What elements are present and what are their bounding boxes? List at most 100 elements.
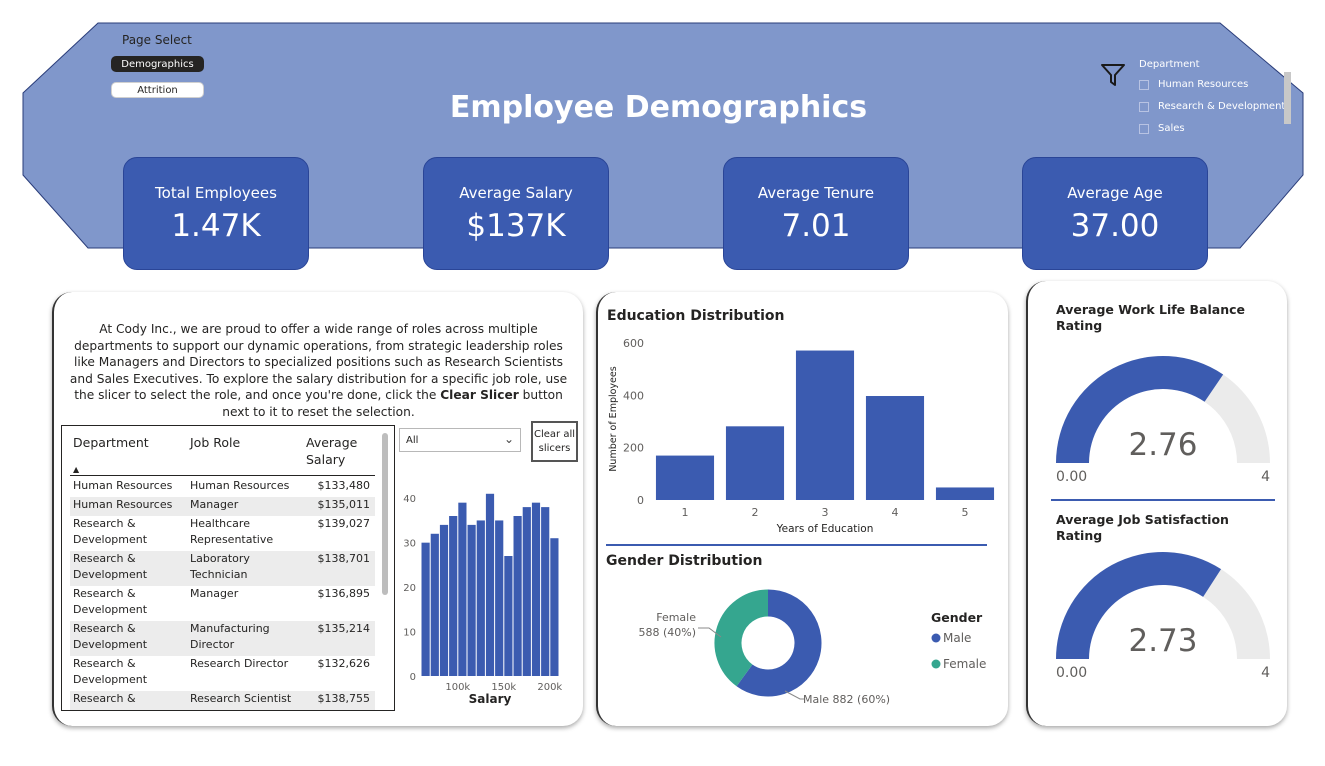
job-satisfaction-gauge: 2.73 0.00 4 [1056, 552, 1270, 681]
histogram-bar [476, 520, 485, 676]
x-axis-label: Years of Education [776, 523, 874, 535]
salary-table: Department Job Role Average Salary ▲ Hum… [61, 425, 395, 711]
filter-icon[interactable] [1100, 63, 1126, 87]
department-option-hr[interactable]: Human Resources [1139, 79, 1248, 90]
histogram-bar [467, 524, 476, 676]
department-option-sales[interactable]: Sales [1139, 123, 1185, 134]
legend-item-male: Male [943, 631, 971, 645]
donut-slice-female [714, 589, 769, 687]
nav-demographics-button[interactable]: Demographics [111, 56, 204, 72]
x-axis-label: Salary [469, 692, 512, 706]
chevron-down-icon[interactable]: ⌄ [1274, 56, 1284, 69]
kpi-average-tenure: Average Tenure 7.01 [723, 157, 909, 270]
education-bar [655, 455, 715, 500]
slice-label-female-name: Female [656, 611, 696, 624]
histogram-bar [513, 516, 522, 676]
histogram-bar [439, 524, 449, 676]
gauge-value: 2.76 [1128, 427, 1197, 463]
education-bar [935, 487, 995, 500]
gauge-min-label: 0.00 [1056, 665, 1087, 681]
header-average-salary[interactable]: Average Salary [306, 435, 358, 467]
education-bar [725, 426, 785, 500]
legend-marker [931, 659, 941, 669]
nav-attrition-button[interactable]: Attrition [111, 82, 204, 98]
leader-line [784, 690, 804, 700]
sort-ascending-icon[interactable]: ▲ [73, 465, 80, 474]
table-row[interactable]: Research & Development Manager $136,895 [73, 587, 370, 616]
gender-chart-title: Gender Distribution [606, 553, 763, 569]
legend-item-female: Female [943, 657, 986, 671]
legend-marker [931, 633, 941, 643]
x-tick-label: 150k [491, 682, 516, 693]
y-tick-label: 400 [623, 389, 644, 402]
y-tick-label: 40 [403, 494, 416, 505]
kpi-average-salary: Average Salary $137K [423, 157, 609, 270]
work-life-balance-gauge: 2.76 0.00 4 [1056, 356, 1270, 485]
x-tick-label: 200k [537, 682, 562, 693]
clear-all-slicers-button[interactable]: Clear all slicers [531, 421, 578, 462]
table-row[interactable]: Research & Development Research Director $… [73, 657, 370, 686]
kpi-average-age: Average Age 37.00 [1022, 157, 1208, 270]
y-tick-label: 200 [623, 442, 644, 455]
page-select-label: Page Select [122, 33, 192, 47]
y-tick-label: 30 [403, 539, 416, 550]
gauge-title-job-satisfaction: Average Job Satisfaction Rating [1056, 512, 1229, 543]
table-row[interactable]: Research & Development Healthcare Represe… [73, 517, 370, 546]
header-department[interactable]: Department [73, 435, 149, 450]
checkbox[interactable] [1139, 101, 1149, 112]
department-slicer-title: Department [1139, 59, 1200, 70]
education-bar [795, 350, 855, 500]
x-tick-label: 4 [892, 506, 899, 519]
histogram-bar [495, 520, 504, 676]
gauge-fill [1056, 552, 1222, 659]
histogram-bar [504, 556, 513, 676]
x-tick-label: 100k [445, 682, 470, 693]
y-tick-label: 10 [403, 628, 416, 639]
education-chart-title: Education Distribution [607, 308, 785, 324]
job-role-dropdown[interactable]: All ⌄ [399, 428, 521, 452]
leader-line [698, 627, 722, 638]
table-row[interactable]: Human Resources Human Resources $133,480 [73, 479, 370, 492]
histogram-bar [541, 507, 550, 676]
header-divider [70, 475, 375, 476]
x-tick-label: 3 [822, 506, 829, 519]
donut-slice-male [736, 589, 822, 697]
section-divider [606, 544, 987, 546]
slicer-scrollbar[interactable] [1284, 72, 1291, 124]
education-bar-chart: 0 200 400 600 1 2 3 4 5 Years of Education Number … [608, 337, 995, 535]
checkbox[interactable] [1139, 79, 1149, 90]
gender-donut-chart: Male 882 (60%) Female 588 (40%) Gender Male F… [638, 589, 986, 706]
histogram-bar [421, 542, 430, 676]
y-axis-label: Number of Employees [608, 366, 619, 471]
x-tick-label: 1 [682, 506, 689, 519]
histogram-bar [485, 493, 495, 676]
slice-label-male: Male 882 (60%) [803, 693, 890, 706]
histogram-bar [430, 533, 439, 676]
checkbox[interactable] [1139, 123, 1149, 134]
x-tick-label: 2 [752, 506, 759, 519]
gauge-min-label: 0.00 [1056, 469, 1087, 485]
table-scrollbar[interactable] [382, 433, 388, 595]
gauge-max-label: 4 [1261, 665, 1270, 681]
histogram-bar [449, 516, 458, 676]
table-row[interactable]: Human Resources Manager $135,011 [70, 497, 375, 516]
table-row[interactable]: Research & Development Manufacturing Dire… [70, 621, 375, 656]
histogram-bar [550, 538, 559, 676]
education-bar [865, 396, 925, 500]
x-tick-label: 5 [962, 506, 969, 519]
table-row[interactable]: Research & Research Scientist $138,755 [70, 691, 375, 710]
chevron-down-icon: ⌄ [503, 432, 514, 446]
kpi-total-employees: Total Employees 1.47K [123, 157, 309, 270]
table-row[interactable]: Research & Development Laboratory Technic… [70, 551, 375, 586]
page-title: Employee Demographics [449, 90, 868, 125]
histogram-bar [522, 507, 531, 676]
intro-text: At Cody Inc., we are proud to offer a wi… [69, 322, 568, 419]
salary-histogram: 0 10 20 30 40 100k 150k 200k Salary [403, 493, 562, 706]
histogram-bar [458, 502, 467, 676]
section-divider [1051, 499, 1275, 501]
header-banner [22, 22, 1304, 249]
department-option-rd[interactable]: Research & Development [1139, 101, 1285, 112]
y-tick-label: 600 [623, 337, 644, 350]
header-job-role[interactable]: Job Role [190, 435, 241, 450]
